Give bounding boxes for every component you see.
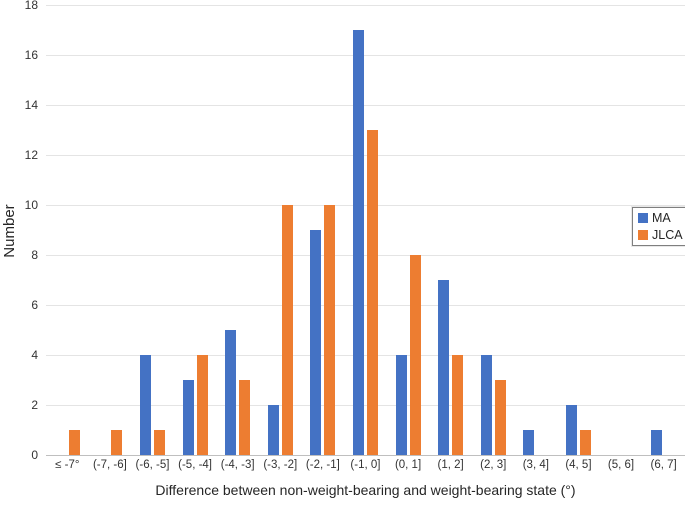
bar-ma: [267, 405, 279, 455]
x-tick-label: (-7, -6]: [92, 459, 127, 471]
bar-jlca: [153, 430, 165, 455]
legend-swatch-jlca: [638, 230, 648, 240]
gridline: [46, 5, 685, 6]
gridline: [46, 405, 685, 406]
legend-label: JLCA: [652, 228, 683, 242]
y-tick-label: 6: [31, 298, 38, 312]
y-tick-label: 16: [24, 48, 38, 62]
bar-jlca: [366, 130, 378, 455]
x-tick-label: (0, 1]: [394, 459, 422, 471]
x-tick-label: (-4, -3]: [220, 459, 255, 471]
legend: MA JLCA: [632, 207, 685, 246]
gridline: [46, 205, 685, 206]
gridline: [46, 255, 685, 256]
bar-group: [259, 5, 302, 455]
bar-jlca: [68, 430, 80, 455]
bar-group: [89, 5, 132, 455]
y-tick-label: 18: [24, 0, 38, 12]
x-tick-label: (3, 4]: [522, 459, 549, 471]
bar-group: [174, 5, 217, 455]
bar-group: [642, 5, 685, 455]
bar-ma: [565, 405, 577, 455]
legend-item-jlca: JLCA: [638, 228, 683, 242]
bar-group: [515, 5, 558, 455]
x-tick-label: (2, 3]: [480, 459, 507, 471]
bar-group: [131, 5, 174, 455]
x-tick-label: (-1, 0]: [350, 459, 381, 471]
bar-jlca: [452, 355, 464, 455]
x-tick-label: ≤ -7°: [55, 459, 80, 471]
gridline: [46, 55, 685, 56]
gridline: [46, 355, 685, 356]
gridline: [46, 105, 685, 106]
bar-group: [216, 5, 259, 455]
y-tick-label: 2: [31, 398, 38, 412]
bar-jlca: [281, 205, 293, 455]
x-axis-title: Difference between non-weight-bearing an…: [155, 482, 576, 498]
bar-group: [302, 5, 345, 455]
bar-ma: [139, 355, 151, 455]
bar-jlca: [579, 430, 591, 455]
legend-swatch-ma: [638, 213, 648, 223]
bar-ma: [225, 330, 237, 455]
bar-ma: [523, 430, 535, 455]
x-tick-label: (-5, -4]: [178, 459, 213, 471]
y-tick-label: 12: [24, 148, 38, 162]
y-tick-label: 4: [31, 348, 38, 362]
bar-jlca: [239, 380, 251, 455]
x-tick-label: (4, 5]: [565, 459, 592, 471]
legend-label: MA: [652, 211, 671, 225]
x-tick-label: (-6, -5]: [135, 459, 170, 471]
bar-jlca: [196, 355, 208, 455]
bar-ma: [352, 30, 364, 455]
bar-jlca: [409, 255, 421, 455]
x-tick-label: (1, 2]: [437, 459, 464, 471]
bar-group: [472, 5, 515, 455]
bar-group: [46, 5, 89, 455]
legend-item-ma: MA: [638, 211, 683, 225]
x-tick-label: (-2, -1]: [305, 459, 340, 471]
x-tick-label: (5, 6]: [607, 459, 635, 471]
y-tick-label: 10: [24, 198, 38, 212]
x-axis-tick-labels: ≤ -7° (-7, -6] (-6, -5] (-5, -4] (-4, -3] (-3…: [46, 459, 685, 471]
bar-ma: [182, 380, 194, 455]
y-axis-title: Number: [1, 204, 18, 258]
gridline: [46, 305, 685, 306]
bar-jlca: [111, 430, 123, 455]
y-tick-label: 8: [31, 248, 38, 262]
y-tick-label: 0: [31, 448, 38, 462]
plot-area: [46, 5, 685, 456]
bar-ma: [480, 355, 492, 455]
bar-group: [344, 5, 387, 455]
bar-ma: [310, 230, 322, 455]
bar-group: [387, 5, 430, 455]
gridline: [46, 155, 685, 156]
bar-series-area: [46, 5, 685, 455]
bar-jlca: [324, 205, 336, 455]
bar-group: [557, 5, 600, 455]
bar-jlca: [494, 380, 506, 455]
y-tick-label: 14: [24, 98, 38, 112]
bar-group: [429, 5, 472, 455]
x-tick-label: (-3, -2]: [263, 459, 298, 471]
x-tick-label: (6, 7]: [650, 459, 677, 471]
bar-ma: [651, 430, 663, 455]
bar-ma: [395, 355, 407, 455]
x-axis-line: [46, 455, 685, 456]
bar-ma: [438, 280, 450, 455]
